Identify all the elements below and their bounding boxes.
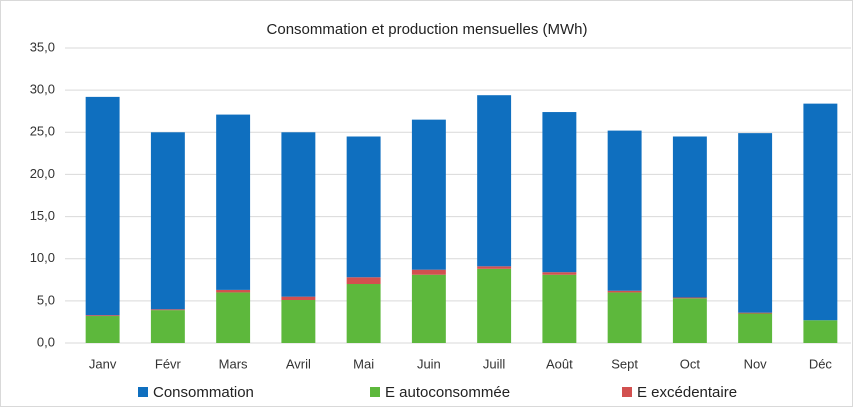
bar-segment xyxy=(85,315,120,317)
x-tick-label: Févr xyxy=(155,356,182,371)
bar-segment xyxy=(216,114,251,290)
legend-swatch xyxy=(622,387,632,397)
bar-segment xyxy=(216,292,251,343)
bar-segment xyxy=(477,268,512,343)
y-tick-label: 30,0 xyxy=(30,82,55,97)
bar-segment xyxy=(411,119,446,270)
bar-segment xyxy=(150,132,185,310)
x-tick-label: Nov xyxy=(744,356,768,371)
x-tick-label: Août xyxy=(546,356,573,371)
legend-label: E excédentaire xyxy=(637,384,737,401)
bar-segment xyxy=(672,298,707,343)
y-tick-label: 5,0 xyxy=(37,292,55,307)
x-tick-label: Déc xyxy=(809,356,833,371)
y-tick-label: 20,0 xyxy=(30,166,55,181)
bar-segment xyxy=(542,272,577,275)
x-tick-label: Sept xyxy=(611,356,638,371)
bar-segment xyxy=(150,309,185,311)
bar-segment xyxy=(542,274,577,343)
bar-segment xyxy=(85,316,120,343)
bar-segment xyxy=(738,312,773,314)
bar-segment xyxy=(346,136,381,278)
y-tick-label: 15,0 xyxy=(30,208,55,223)
bar-segment xyxy=(803,320,838,343)
bar-segment xyxy=(216,289,251,293)
bar-segment xyxy=(281,132,316,297)
x-tick-label: Mai xyxy=(353,356,374,371)
x-tick-label: Oct xyxy=(680,356,701,371)
bar-segment xyxy=(346,284,381,343)
legend-label: E autoconsommée xyxy=(385,384,510,401)
bar-segment xyxy=(150,310,185,343)
legend-label: Consommation xyxy=(153,384,254,401)
x-tick-label: Juill xyxy=(483,356,506,371)
bar-segment xyxy=(85,96,120,316)
x-tick-label: Janv xyxy=(89,356,117,371)
bar-segment xyxy=(607,130,642,291)
bar-segment xyxy=(672,297,707,299)
bar-segment xyxy=(477,266,512,269)
bar-segment xyxy=(411,274,446,343)
x-tick-label: Avril xyxy=(286,356,311,371)
bar-segment xyxy=(477,95,512,267)
chart-title: Consommation et production mensuelles (M… xyxy=(267,21,588,38)
y-tick-label: 10,0 xyxy=(30,250,55,265)
bar-segment xyxy=(411,269,446,275)
y-tick-label: 0,0 xyxy=(37,334,55,349)
legend-swatch xyxy=(138,387,148,397)
y-tick-label: 35,0 xyxy=(30,39,55,54)
x-tick-label: Mars xyxy=(219,356,248,371)
bar-segment xyxy=(738,313,773,343)
bar-segment xyxy=(607,292,642,343)
bar-segment xyxy=(281,300,316,343)
y-tick-label: 25,0 xyxy=(30,124,55,139)
bar-segment xyxy=(738,133,773,313)
bar-segment xyxy=(346,277,381,284)
x-tick-label: Juin xyxy=(417,356,441,371)
bar-segment xyxy=(607,290,642,293)
bar-segment xyxy=(672,136,707,298)
bar-segment xyxy=(542,112,577,273)
bar-segment xyxy=(803,103,838,321)
bar-segment xyxy=(281,296,316,301)
legend-swatch xyxy=(370,387,380,397)
